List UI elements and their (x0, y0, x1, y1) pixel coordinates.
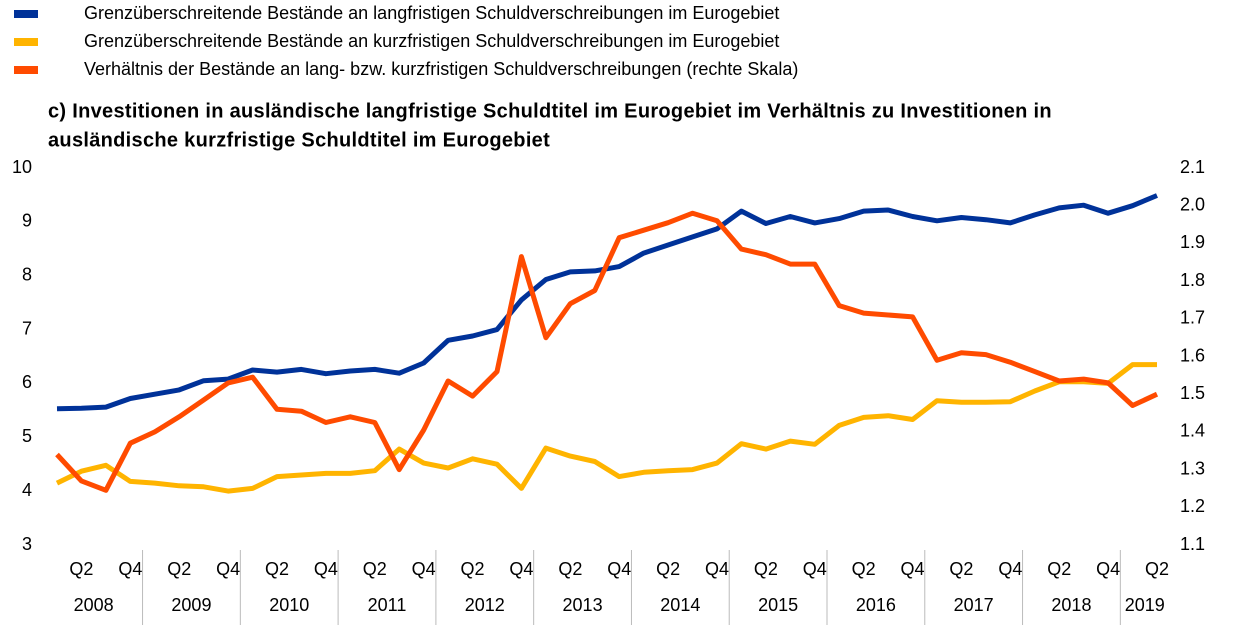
x-tick-label: Q2 (1145, 559, 1169, 579)
y2-tick-label: 1.7 (1180, 308, 1205, 328)
year-label: 2012 (465, 595, 505, 615)
y-tick-label: 4 (22, 480, 32, 500)
x-tick-label: Q4 (1096, 559, 1120, 579)
y2-tick-label: 1.4 (1180, 421, 1205, 441)
y2-tick-label: 1.5 (1180, 383, 1205, 403)
year-label: 2010 (269, 595, 309, 615)
year-label: 2011 (368, 595, 407, 615)
x-tick-label: Q4 (216, 559, 240, 579)
y2-tick-label: 2.1 (1180, 157, 1205, 177)
year-label: 2009 (171, 595, 211, 615)
year-label: 2008 (74, 595, 114, 615)
x-tick-label: Q2 (656, 559, 680, 579)
x-tick-label: Q2 (852, 559, 876, 579)
x-tick-label: Q4 (118, 559, 142, 579)
y2-tick-label: 1.6 (1180, 345, 1205, 365)
x-tick-label: Q4 (314, 559, 338, 579)
y2-tick-label: 1.2 (1180, 496, 1205, 516)
y-tick-label: 7 (22, 318, 32, 338)
legend-marker (14, 10, 38, 18)
series-line (55, 362, 1157, 494)
chart-title: ausländische kurzfristige Schuldtitel im… (48, 129, 550, 151)
y-tick-label: 6 (22, 372, 32, 392)
x-tick-label: Q4 (705, 559, 729, 579)
year-label: 2015 (758, 595, 798, 615)
y2-tick-label: 2.0 (1180, 194, 1205, 214)
year-label: 2016 (856, 595, 896, 615)
y2-tick-label: 1.3 (1180, 458, 1205, 478)
x-tick-label: Q2 (461, 559, 485, 579)
x-tick-label: Q2 (754, 559, 778, 579)
legend-label: Grenzüberschreitende Bestände an langfri… (84, 3, 779, 23)
legend-marker (14, 38, 38, 46)
y-tick-label: 8 (22, 264, 32, 284)
year-label: 2017 (954, 595, 994, 615)
x-tick-label: Q4 (509, 559, 533, 579)
x-tick-label: Q4 (607, 559, 631, 579)
x-tick-label: Q4 (901, 559, 925, 579)
year-label: 2018 (1051, 595, 1091, 615)
year-label: 2013 (563, 595, 603, 615)
y-tick-label: 10 (12, 157, 32, 177)
x-tick-label: Q2 (167, 559, 191, 579)
y-tick-label: 9 (22, 211, 32, 231)
y-tick-label: 5 (22, 426, 32, 446)
y-tick-label: 3 (22, 534, 32, 554)
x-tick-label: Q2 (69, 559, 93, 579)
x-tick-label: Q2 (363, 559, 387, 579)
y2-tick-label: 1.1 (1180, 534, 1205, 554)
x-tick-label: Q4 (998, 559, 1022, 579)
legend-marker (14, 66, 38, 74)
y2-tick-label: 1.8 (1180, 270, 1205, 290)
series-line (56, 193, 1158, 412)
year-label: 2019 (1125, 595, 1165, 615)
legend-label: Grenzüberschreitende Bestände an kurzfri… (84, 31, 779, 51)
series-line (55, 210, 1159, 493)
x-tick-label: Q4 (412, 559, 436, 579)
x-tick-label: Q4 (803, 559, 827, 579)
x-tick-label: Q2 (265, 559, 289, 579)
x-tick-label: Q2 (949, 559, 973, 579)
legend-label: Verhältnis der Bestände an lang- bzw. ku… (84, 59, 798, 79)
x-tick-label: Q2 (558, 559, 582, 579)
x-tick-label: Q2 (1047, 559, 1071, 579)
year-label: 2014 (660, 595, 700, 615)
chart-title: c) Investitionen in ausländische langfri… (48, 100, 1052, 122)
y2-tick-label: 1.9 (1180, 232, 1205, 252)
